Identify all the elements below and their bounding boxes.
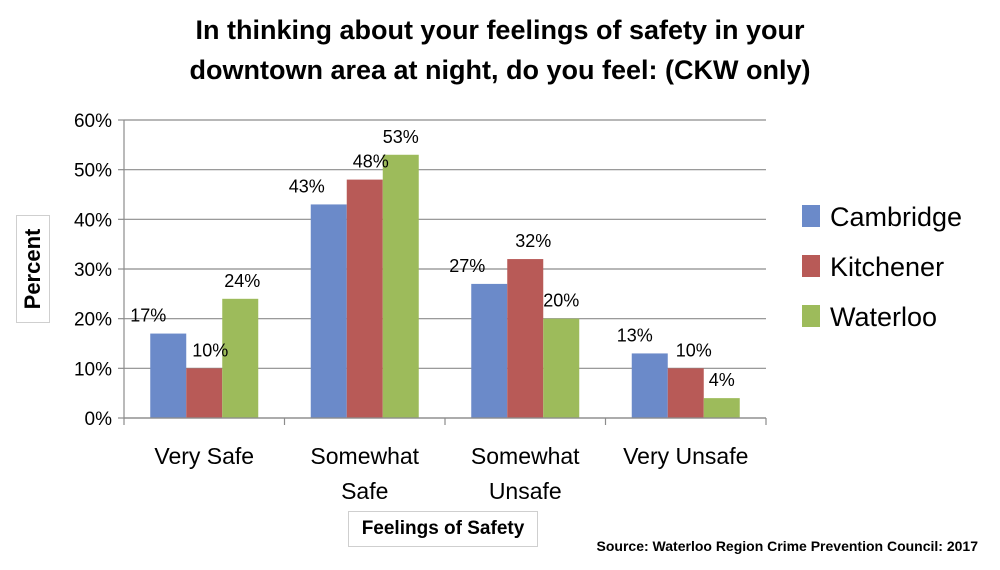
y-tick-label: 30% — [74, 260, 112, 281]
category-label: Safe — [341, 478, 388, 504]
y-tick-label: 60% — [74, 111, 112, 132]
legend-swatch-kitchener — [802, 255, 820, 277]
data-label: 53% — [383, 127, 419, 147]
category-label: Very Unsafe — [623, 443, 748, 469]
bar-waterloo-2 — [543, 318, 580, 418]
bar-kitchener-3 — [667, 368, 704, 418]
y-axis-label-box — [16, 215, 50, 323]
data-label: 10% — [676, 340, 712, 360]
data-label: 13% — [617, 325, 653, 345]
data-label: 17% — [130, 306, 166, 326]
bar-cambridge-0 — [150, 333, 187, 418]
data-label: 10% — [192, 340, 228, 360]
bar-cambridge-3 — [631, 353, 668, 418]
data-label: 20% — [543, 291, 579, 311]
category-label: Unsafe — [489, 478, 562, 504]
bar-waterloo-0 — [222, 298, 259, 418]
data-label: 4% — [709, 370, 735, 390]
legend-label-kitchener: Kitchener — [830, 252, 944, 282]
data-label: 27% — [449, 256, 485, 276]
category-label: Somewhat — [471, 443, 580, 469]
axes: 0% 10% 20% 30% 40% 50% 60% Very Safe Somewhat Saf… — [74, 111, 767, 504]
data-label: 24% — [224, 271, 260, 291]
category-label: Somewhat — [310, 443, 419, 469]
y-axis-label: Percent — [20, 228, 45, 310]
source-note: Source: Waterloo Region Crime Prevention… — [596, 538, 978, 554]
y-tick-label: 50% — [74, 161, 112, 182]
bars — [150, 154, 740, 418]
y-tick-label: 20% — [74, 310, 112, 331]
chart-title-line-2: downtown area at night, do you feel: (CK… — [189, 55, 811, 85]
bar-waterloo-3 — [703, 398, 740, 418]
bar-cambridge-2 — [471, 283, 508, 418]
category-label: Very Safe — [154, 443, 254, 469]
bar-kitchener-1 — [346, 179, 383, 418]
legend-swatch-cambridge — [802, 205, 820, 227]
legend-label-cambridge: Cambridge — [830, 202, 962, 232]
bar-waterloo-1 — [382, 154, 419, 418]
bar-cambridge-1 — [310, 204, 347, 418]
data-labels: 17% 43% 27% 13% 10% 48% 32% 10% 24% 53% 20% 4% — [130, 127, 735, 390]
legend-label-waterloo: Waterloo — [830, 302, 937, 332]
chart-title-line-1: In thinking about your feelings of safet… — [195, 15, 805, 45]
y-tick-label: 10% — [74, 359, 112, 380]
data-label: 43% — [289, 176, 325, 196]
bar-kitchener-2 — [507, 259, 544, 418]
data-label: 48% — [353, 152, 389, 172]
legend-swatch-waterloo — [802, 305, 820, 327]
y-tick-label: 40% — [74, 210, 112, 231]
chart-title: In thinking about your feelings of safet… — [0, 10, 1000, 90]
legend: Cambridge Kitchener Waterloo — [802, 202, 962, 332]
x-axis-label: Feelings of Safety — [348, 511, 538, 547]
y-tick-label: 0% — [85, 409, 113, 430]
bar-kitchener-0 — [186, 368, 223, 418]
data-label: 32% — [515, 231, 551, 251]
